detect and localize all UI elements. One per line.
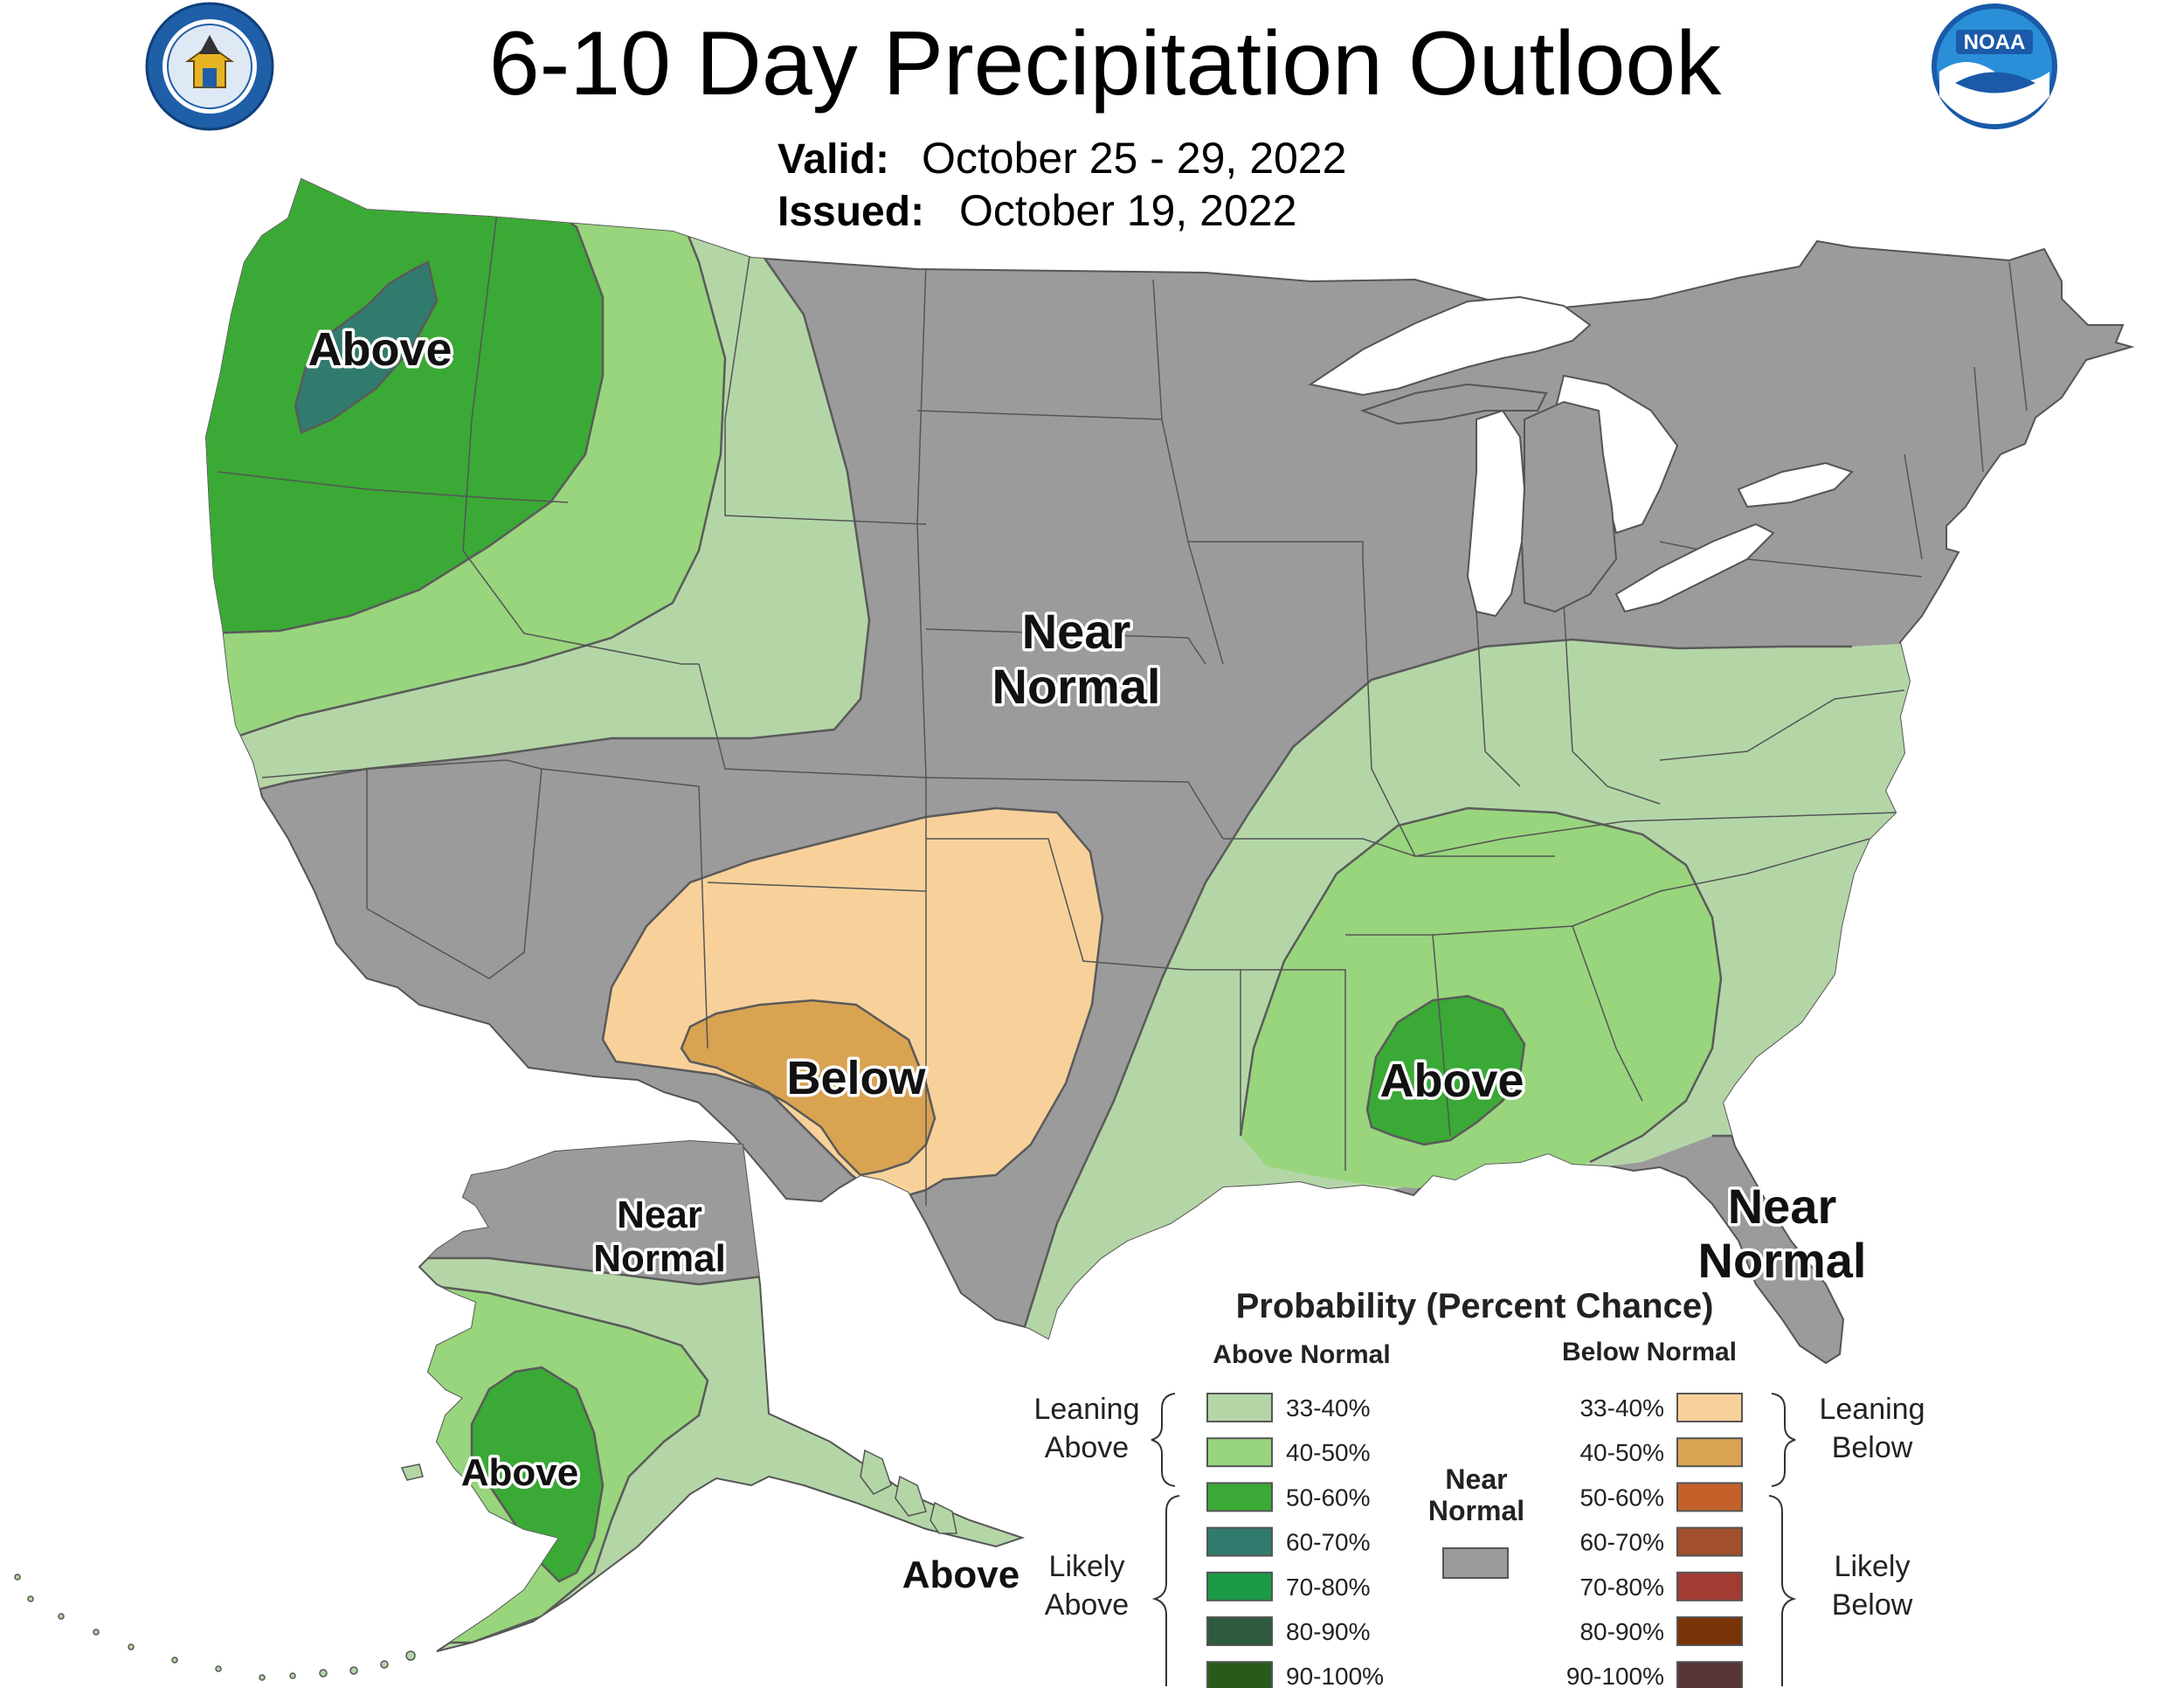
zone-outlines (206, 179, 2010, 1363)
legend-below-swatch-0 (1676, 1393, 1743, 1422)
legend-above-swatch-0 (1206, 1393, 1273, 1422)
legend-leaning-above-1: Leaning (1033, 1393, 1139, 1426)
legend-below-swatch-3 (1676, 1526, 1743, 1557)
legend-title: Probability (Percent Chance) (1236, 1287, 1714, 1325)
legend-above-swatch-3 (1206, 1526, 1273, 1557)
header: 6-10 Day Precipitation Outlook Valid: Oc… (489, 13, 1723, 235)
legend-below-header: Below Normal (1562, 1338, 1737, 1366)
label-florida-near: Near (1728, 1179, 1837, 1234)
lake-michigan (1466, 409, 1526, 618)
legend-above-label-0: 33-40% (1286, 1394, 1371, 1422)
legend-leaning-below-2: Below (1832, 1431, 1913, 1464)
legend-below-label-5: 80-90% (1579, 1618, 1664, 1645)
legend-above-swatch-2 (1206, 1482, 1273, 1512)
zone-nw-50-60 (206, 179, 603, 633)
brace-leaning-below (1771, 1393, 1796, 1487)
legend-above-swatch-4 (1206, 1571, 1273, 1602)
label-central-near: Near (1022, 604, 1131, 659)
legend-below-label-4: 70-80% (1579, 1574, 1664, 1601)
valid-dates: October 25 - 29, 2022 (922, 134, 1346, 183)
legend-below-swatch-6 (1676, 1661, 1743, 1688)
legend-braces (1151, 1393, 1797, 1686)
legend-above-label-4: 70-80% (1286, 1574, 1371, 1601)
map-region-labels: Above Near Normal Below Above Near Norma… (305, 321, 1870, 1600)
commerce-seal-logo (145, 2, 274, 131)
conus-map (204, 177, 2135, 1365)
legend-likely-below-1: Likely (1835, 1550, 1911, 1583)
legend-likely-below-2: Below (1832, 1588, 1913, 1622)
legend-above-label-6: 90-100% (1286, 1663, 1384, 1688)
label-alaska-above: Above (461, 1451, 578, 1494)
label-alaska-normal: Normal (593, 1237, 726, 1280)
issued-date: October 19, 2022 (959, 186, 1296, 235)
michigan-peninsulas (1360, 383, 1618, 613)
lake-ontario (1737, 461, 1854, 508)
zone-nw-60-70 (295, 262, 437, 432)
legend-above-label-2: 50-60% (1286, 1484, 1371, 1511)
brace-likely-below (1768, 1495, 1797, 1686)
alaska-panhandle-islands (400, 1449, 957, 1534)
issued-label: Issued: (778, 189, 924, 235)
legend-below-swatch-4 (1676, 1571, 1743, 1602)
legend-leaning-above-2: Above (1045, 1431, 1129, 1464)
legend-below-label-6: 90-100% (1566, 1663, 1664, 1688)
legend-near-swatch (1442, 1547, 1509, 1579)
zone-se-50-60 (1367, 996, 1524, 1145)
legend-above-swatch-1 (1206, 1437, 1273, 1468)
label-central-normal: Normal (992, 659, 1161, 714)
legend-above-label-5: 80-90% (1286, 1618, 1371, 1645)
label-southwest-below: Below (786, 1052, 926, 1104)
noaa-logo: NOAA (1932, 3, 2057, 129)
conus-probability-zones (206, 179, 2009, 1363)
legend-above-swatch-6 (1206, 1661, 1273, 1688)
legend-above-swatch-5 (1206, 1616, 1273, 1646)
legend-leaning-below-1: Leaning (1819, 1393, 1925, 1426)
alaska-inset (14, 1139, 1026, 1681)
legend-near-label-1: Near (1445, 1463, 1507, 1495)
legend-above-header: Above Normal (1213, 1340, 1390, 1369)
legend-below-swatch-5 (1676, 1616, 1743, 1646)
legend-above-label-3: 60-70% (1286, 1529, 1371, 1556)
alaska-zone-50-60 (470, 1366, 605, 1583)
legend-below-label-1: 40-50% (1579, 1439, 1664, 1466)
page-title: 6-10 Day Precipitation Outlook (489, 13, 1723, 114)
lake-erie (1614, 522, 1775, 613)
legend-near-label-2: Normal (1428, 1495, 1524, 1526)
label-southeast-above: Above (1379, 1055, 1524, 1107)
legend-below-swatch-2 (1676, 1482, 1743, 1512)
noaa-logo-text: NOAA (1964, 31, 2026, 54)
legend-above-label-1: 40-50% (1286, 1439, 1371, 1466)
label-panhandle-above: Above (902, 1553, 1019, 1596)
zone-sw-40-50 (681, 1000, 935, 1175)
legend-below-swatches: 33-40% 40-50% 50-60% 60-70% 70-80% 80-90% 90-1… (1566, 1393, 1743, 1688)
legend-likely-above-2: Above (1045, 1588, 1129, 1622)
label-florida-normal: Normal (1698, 1233, 1867, 1288)
lake-superior (1308, 295, 1592, 397)
zone-se-40-50 (1241, 808, 1721, 1188)
state-borders (218, 204, 2028, 1206)
label-alaska-near: Near (617, 1193, 702, 1236)
legend-below-label-0: 33-40% (1579, 1394, 1664, 1422)
legend-likely-above-1: Likely (1049, 1550, 1125, 1583)
legend: Probability (Percent Chance) Above Norma… (1033, 1287, 1925, 1688)
valid-label: Valid: (778, 136, 889, 183)
legend-below-label-2: 50-60% (1579, 1484, 1664, 1511)
brace-likely-above (1151, 1495, 1180, 1686)
legend-below-label-3: 60-70% (1579, 1529, 1664, 1556)
label-northwest-above: Above (308, 323, 452, 376)
legend-below-swatch-1 (1676, 1437, 1743, 1468)
legend-above-swatches: 33-40% 40-50% 50-60% 60-70% 70-80% 80-90% 90-1… (1206, 1393, 1384, 1688)
brace-leaning-above (1151, 1393, 1176, 1487)
aleutian-islands (14, 1574, 416, 1681)
